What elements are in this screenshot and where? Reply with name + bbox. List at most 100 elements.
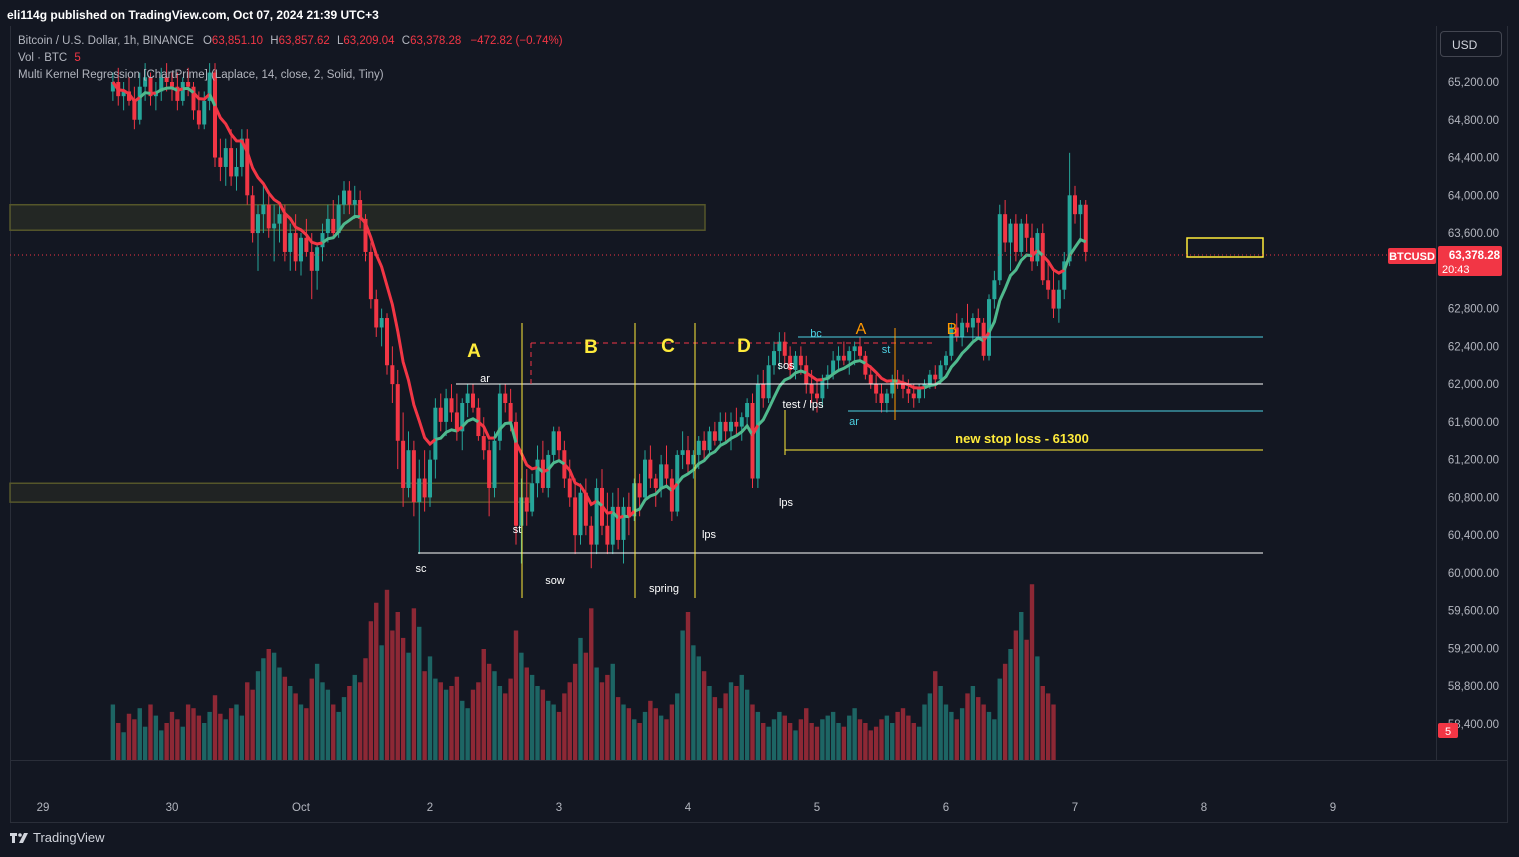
kernel-segment bbox=[563, 463, 598, 507]
volume-bar bbox=[519, 652, 524, 760]
volume-bar bbox=[718, 708, 723, 760]
candle-body bbox=[917, 388, 922, 399]
volume-bar bbox=[906, 715, 911, 760]
kernel-segment bbox=[633, 484, 673, 513]
candle-body bbox=[664, 464, 669, 479]
volume-bar bbox=[669, 704, 675, 760]
candle-body bbox=[793, 355, 798, 370]
candle-body bbox=[272, 223, 277, 229]
volume-bar bbox=[277, 667, 282, 760]
kernel-segment bbox=[595, 499, 603, 507]
publisher-line: eli114g published on TradingView.com, Oc… bbox=[7, 8, 379, 22]
candle-body bbox=[148, 77, 153, 97]
candle-body bbox=[669, 478, 674, 512]
legend-volume[interactable]: Vol · BTC bbox=[18, 52, 68, 64]
volume-bar bbox=[739, 674, 744, 760]
volume-bar bbox=[336, 711, 341, 760]
candle-body bbox=[1083, 204, 1088, 252]
axes: 65,200.00 64,800.00 64,400.00 64,000.00 63,6… bbox=[37, 77, 1502, 814]
label-sc: sc bbox=[416, 563, 428, 575]
volume-bar bbox=[250, 689, 255, 760]
candle-body bbox=[847, 351, 852, 361]
currency-selector[interactable]: USD bbox=[1440, 31, 1502, 57]
candle-body bbox=[191, 86, 196, 111]
candle-body bbox=[852, 346, 857, 352]
candle-body bbox=[965, 322, 970, 328]
legend-symbol[interactable]: Bitcoin / U.S. Dollar, 1h, BINANCE bbox=[18, 35, 194, 47]
candle-body bbox=[772, 351, 776, 366]
volume-bar bbox=[685, 612, 691, 760]
candle-body bbox=[616, 506, 621, 540]
volume-bar bbox=[863, 723, 868, 760]
legend-indicator[interactable]: Multi Kernel Regression [ChartPrime] (La… bbox=[18, 69, 384, 81]
candle-body bbox=[1024, 223, 1029, 238]
volume-bar bbox=[938, 686, 943, 760]
legend-symbol-row: Bitcoin / U.S. Dollar, 1h, BINANCE O63,8… bbox=[18, 35, 563, 47]
x-tick-label: 29 bbox=[37, 802, 50, 814]
candle-body bbox=[987, 299, 991, 356]
volume-bar bbox=[922, 704, 927, 760]
y-tick-label: 59,200.00 bbox=[1448, 643, 1499, 655]
footer-brand-label: TradingView bbox=[33, 830, 105, 845]
kernel-segment bbox=[493, 421, 518, 444]
volume-bar bbox=[680, 630, 685, 760]
volume-bar bbox=[997, 678, 1002, 760]
volume-bar bbox=[261, 658, 266, 760]
footer-brand[interactable]: TradingView bbox=[10, 830, 105, 845]
volume-bar bbox=[1024, 639, 1029, 760]
volume-bar bbox=[320, 682, 325, 760]
candle-body bbox=[879, 393, 884, 403]
candle-body bbox=[820, 379, 825, 399]
phase-b2-label: B bbox=[947, 321, 958, 338]
volume-bar bbox=[476, 682, 481, 760]
volume-bar bbox=[712, 697, 718, 760]
volume-bar bbox=[465, 708, 470, 760]
volume-badge-value: 5 bbox=[1445, 726, 1451, 738]
candle-body bbox=[766, 365, 771, 399]
candle-body bbox=[390, 365, 395, 385]
volume-bar bbox=[390, 630, 395, 760]
kernel-segment bbox=[805, 371, 823, 382]
candle-body bbox=[696, 440, 701, 455]
volume-bar bbox=[529, 674, 535, 760]
x-tick-label: 8 bbox=[1201, 802, 1207, 814]
candle-body bbox=[1051, 289, 1056, 309]
volume-bar bbox=[556, 711, 562, 760]
candle-body bbox=[841, 355, 846, 361]
volume-bar bbox=[589, 608, 594, 760]
candle-body bbox=[583, 492, 588, 526]
x-tick-label: 30 bbox=[166, 802, 179, 814]
volume-bar bbox=[857, 719, 863, 760]
volume-bar bbox=[379, 645, 384, 760]
volume-bar bbox=[970, 686, 976, 760]
candle-body bbox=[567, 478, 572, 498]
candle-body bbox=[374, 299, 379, 328]
volume-bar bbox=[798, 719, 804, 760]
y-tick-label: 62,800.00 bbox=[1448, 304, 1499, 316]
volume-bar bbox=[417, 626, 422, 760]
volume-bar bbox=[777, 711, 782, 760]
volume-bar bbox=[567, 682, 572, 760]
price-badge-value: 63,378.28 bbox=[1449, 250, 1501, 262]
volume-bar bbox=[153, 715, 159, 760]
symbol-badge bbox=[1388, 248, 1436, 264]
candle-body bbox=[1030, 237, 1034, 262]
candle-body bbox=[944, 355, 948, 366]
volume-bar bbox=[986, 711, 992, 760]
label-test-lps: test / lps bbox=[783, 399, 824, 411]
candle-body bbox=[524, 497, 529, 512]
volume-bar bbox=[1040, 686, 1045, 760]
volume-bar bbox=[884, 715, 890, 760]
candle-body bbox=[422, 478, 427, 498]
candle-body bbox=[804, 365, 809, 385]
candle-body bbox=[492, 440, 497, 488]
x-tick-label: Oct bbox=[292, 802, 311, 814]
volume-bar bbox=[422, 671, 427, 760]
x-tick-label: 5 bbox=[814, 802, 820, 814]
volume-bar bbox=[1019, 612, 1024, 760]
candle-body bbox=[465, 393, 470, 403]
volume-bar bbox=[771, 719, 777, 760]
candle-body bbox=[282, 214, 287, 252]
candle-body bbox=[540, 459, 545, 488]
